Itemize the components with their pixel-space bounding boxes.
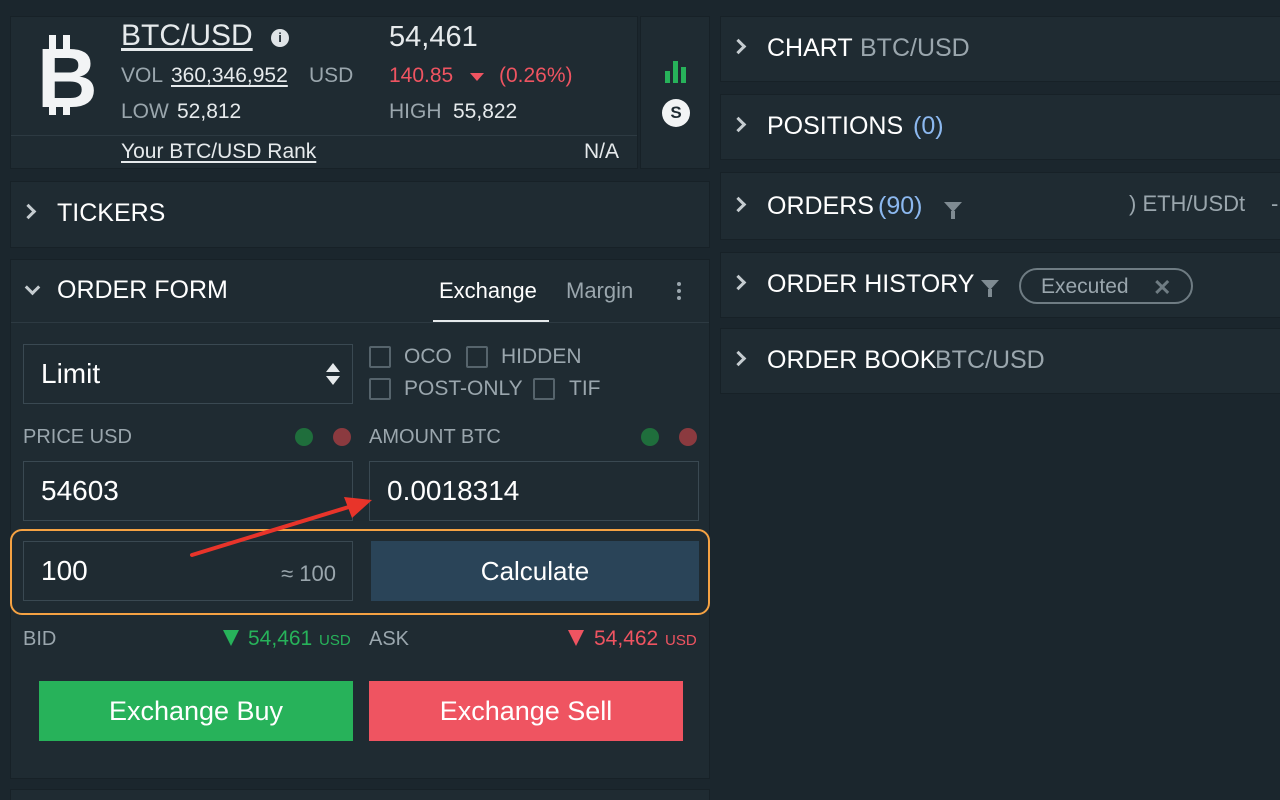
pair-title[interactable]: BTC/USD: [121, 19, 253, 52]
tab-margin[interactable]: Margin: [566, 278, 634, 303]
bid-label: BID: [23, 628, 57, 650]
orders-panel[interactable]: ORDERS (90) ) ETH/USDt -: [720, 172, 1280, 240]
low-label: LOW: [121, 100, 169, 123]
ticker-panel: B BTC/USD i VOL 360,346,952 USD LOW 52,8…: [10, 16, 638, 169]
order-history-title: ORDER HISTORY: [767, 270, 975, 298]
bar-chart-icon[interactable]: [665, 61, 689, 83]
more-options-icon[interactable]: [677, 282, 681, 300]
post-only-checkbox[interactable]: [369, 378, 391, 400]
amount-label: AMOUNT BTC: [369, 426, 501, 448]
high-value: 55,822: [453, 100, 518, 123]
vol-unit: USD: [309, 64, 354, 87]
positions-count: (0): [913, 112, 944, 140]
ask-label: ASK: [369, 628, 410, 650]
filter-icon[interactable]: [944, 202, 962, 219]
chart-panel[interactable]: CHART BTC/USD: [720, 16, 1280, 82]
chart-pair: BTC/USD: [860, 34, 970, 62]
caret-down-icon: [470, 73, 484, 81]
ask-value[interactable]: 54,462: [594, 627, 659, 650]
order-history-panel[interactable]: ORDER HISTORY Executed ✕: [720, 252, 1280, 318]
positions-panel[interactable]: POSITIONS (0): [720, 94, 1280, 160]
tab-exchange[interactable]: Exchange: [439, 278, 537, 303]
bid-arrow-icon: [223, 630, 239, 646]
price-label: PRICE USD: [23, 426, 132, 448]
total-input[interactable]: 100 ≈ 100: [23, 541, 353, 601]
filter-icon[interactable]: [981, 280, 999, 297]
rank-value: N/A: [584, 140, 620, 163]
divider: [11, 322, 709, 323]
bid-value[interactable]: 54,461: [248, 627, 313, 650]
exchange-sell-button[interactable]: Exchange Sell: [369, 681, 683, 741]
order-type-value: Limit: [41, 358, 101, 389]
tab-exchange-underline: [433, 320, 549, 322]
price-input-value: 54603: [41, 475, 119, 506]
order-type-select[interactable]: Limit: [23, 344, 353, 404]
ask-arrow-icon: [568, 630, 584, 646]
hidden-label: HIDDEN: [501, 345, 582, 368]
orders-ticker-snippet: ) ETH/USDt: [1129, 191, 1246, 216]
calculate-button[interactable]: Calculate: [371, 541, 699, 601]
vol-label: VOL: [121, 64, 164, 87]
ask-unit: USD: [665, 632, 697, 649]
amount-bid-dot[interactable]: [641, 428, 659, 446]
executed-filter-chip[interactable]: Executed ✕: [1019, 268, 1193, 304]
post-only-label: POST-ONLY: [404, 377, 523, 400]
chart-title: CHART: [767, 34, 853, 62]
hidden-checkbox[interactable]: [466, 346, 488, 368]
executed-chip-label: Executed: [1041, 275, 1129, 298]
info-icon[interactable]: i: [271, 29, 289, 47]
orders-count: (90): [878, 192, 923, 220]
last-price: 54,461: [389, 21, 478, 53]
amount-input[interactable]: 0.0018314: [369, 461, 699, 521]
lower-panel: [10, 789, 710, 800]
exchange-buy-button[interactable]: Exchange Buy: [39, 681, 353, 741]
tickers-title: TICKERS: [57, 199, 166, 227]
ticker-tools: S: [640, 16, 710, 169]
price-ask-dot[interactable]: [333, 428, 351, 446]
price-change: 140.85: [389, 64, 454, 87]
order-form-panel: ORDER FORM Exchange Margin Limit OCO HID…: [10, 259, 710, 779]
oco-label: OCO: [404, 345, 452, 368]
tif-label: TIF: [569, 377, 601, 400]
orders-ticker-tail: -: [1271, 191, 1279, 216]
order-form-title: ORDER FORM: [57, 276, 228, 304]
divider: [11, 135, 637, 136]
social-icon[interactable]: S: [662, 99, 690, 127]
vol-value[interactable]: 360,346,952: [171, 64, 288, 87]
total-input-value: 100: [41, 555, 88, 586]
order-book-pair: BTC/USD: [935, 346, 1045, 374]
price-input[interactable]: 54603: [23, 461, 353, 521]
select-arrows-icon: [326, 363, 340, 387]
positions-title: POSITIONS: [767, 112, 904, 140]
order-book-panel[interactable]: ORDER BOOK BTC/USD: [720, 328, 1280, 394]
rank-link[interactable]: Your BTC/USD Rank: [121, 140, 317, 163]
oco-checkbox[interactable]: [369, 346, 391, 368]
bitcoin-logo-icon: B: [35, 31, 99, 125]
high-label: HIGH: [389, 100, 442, 123]
price-change-pct: (0.26%): [499, 64, 573, 87]
bid-unit: USD: [319, 632, 351, 649]
highlight-box: [10, 529, 710, 615]
close-icon[interactable]: ✕: [1153, 275, 1172, 300]
tif-checkbox[interactable]: [533, 378, 555, 400]
amount-ask-dot[interactable]: [679, 428, 697, 446]
price-bid-dot[interactable]: [295, 428, 313, 446]
amount-input-value: 0.0018314: [387, 475, 520, 506]
orders-title: ORDERS: [767, 192, 874, 220]
low-value: 52,812: [177, 100, 242, 123]
order-book-title: ORDER BOOK: [767, 346, 937, 374]
tickers-panel[interactable]: TICKERS: [10, 181, 710, 248]
total-approx: ≈ 100: [281, 561, 336, 586]
